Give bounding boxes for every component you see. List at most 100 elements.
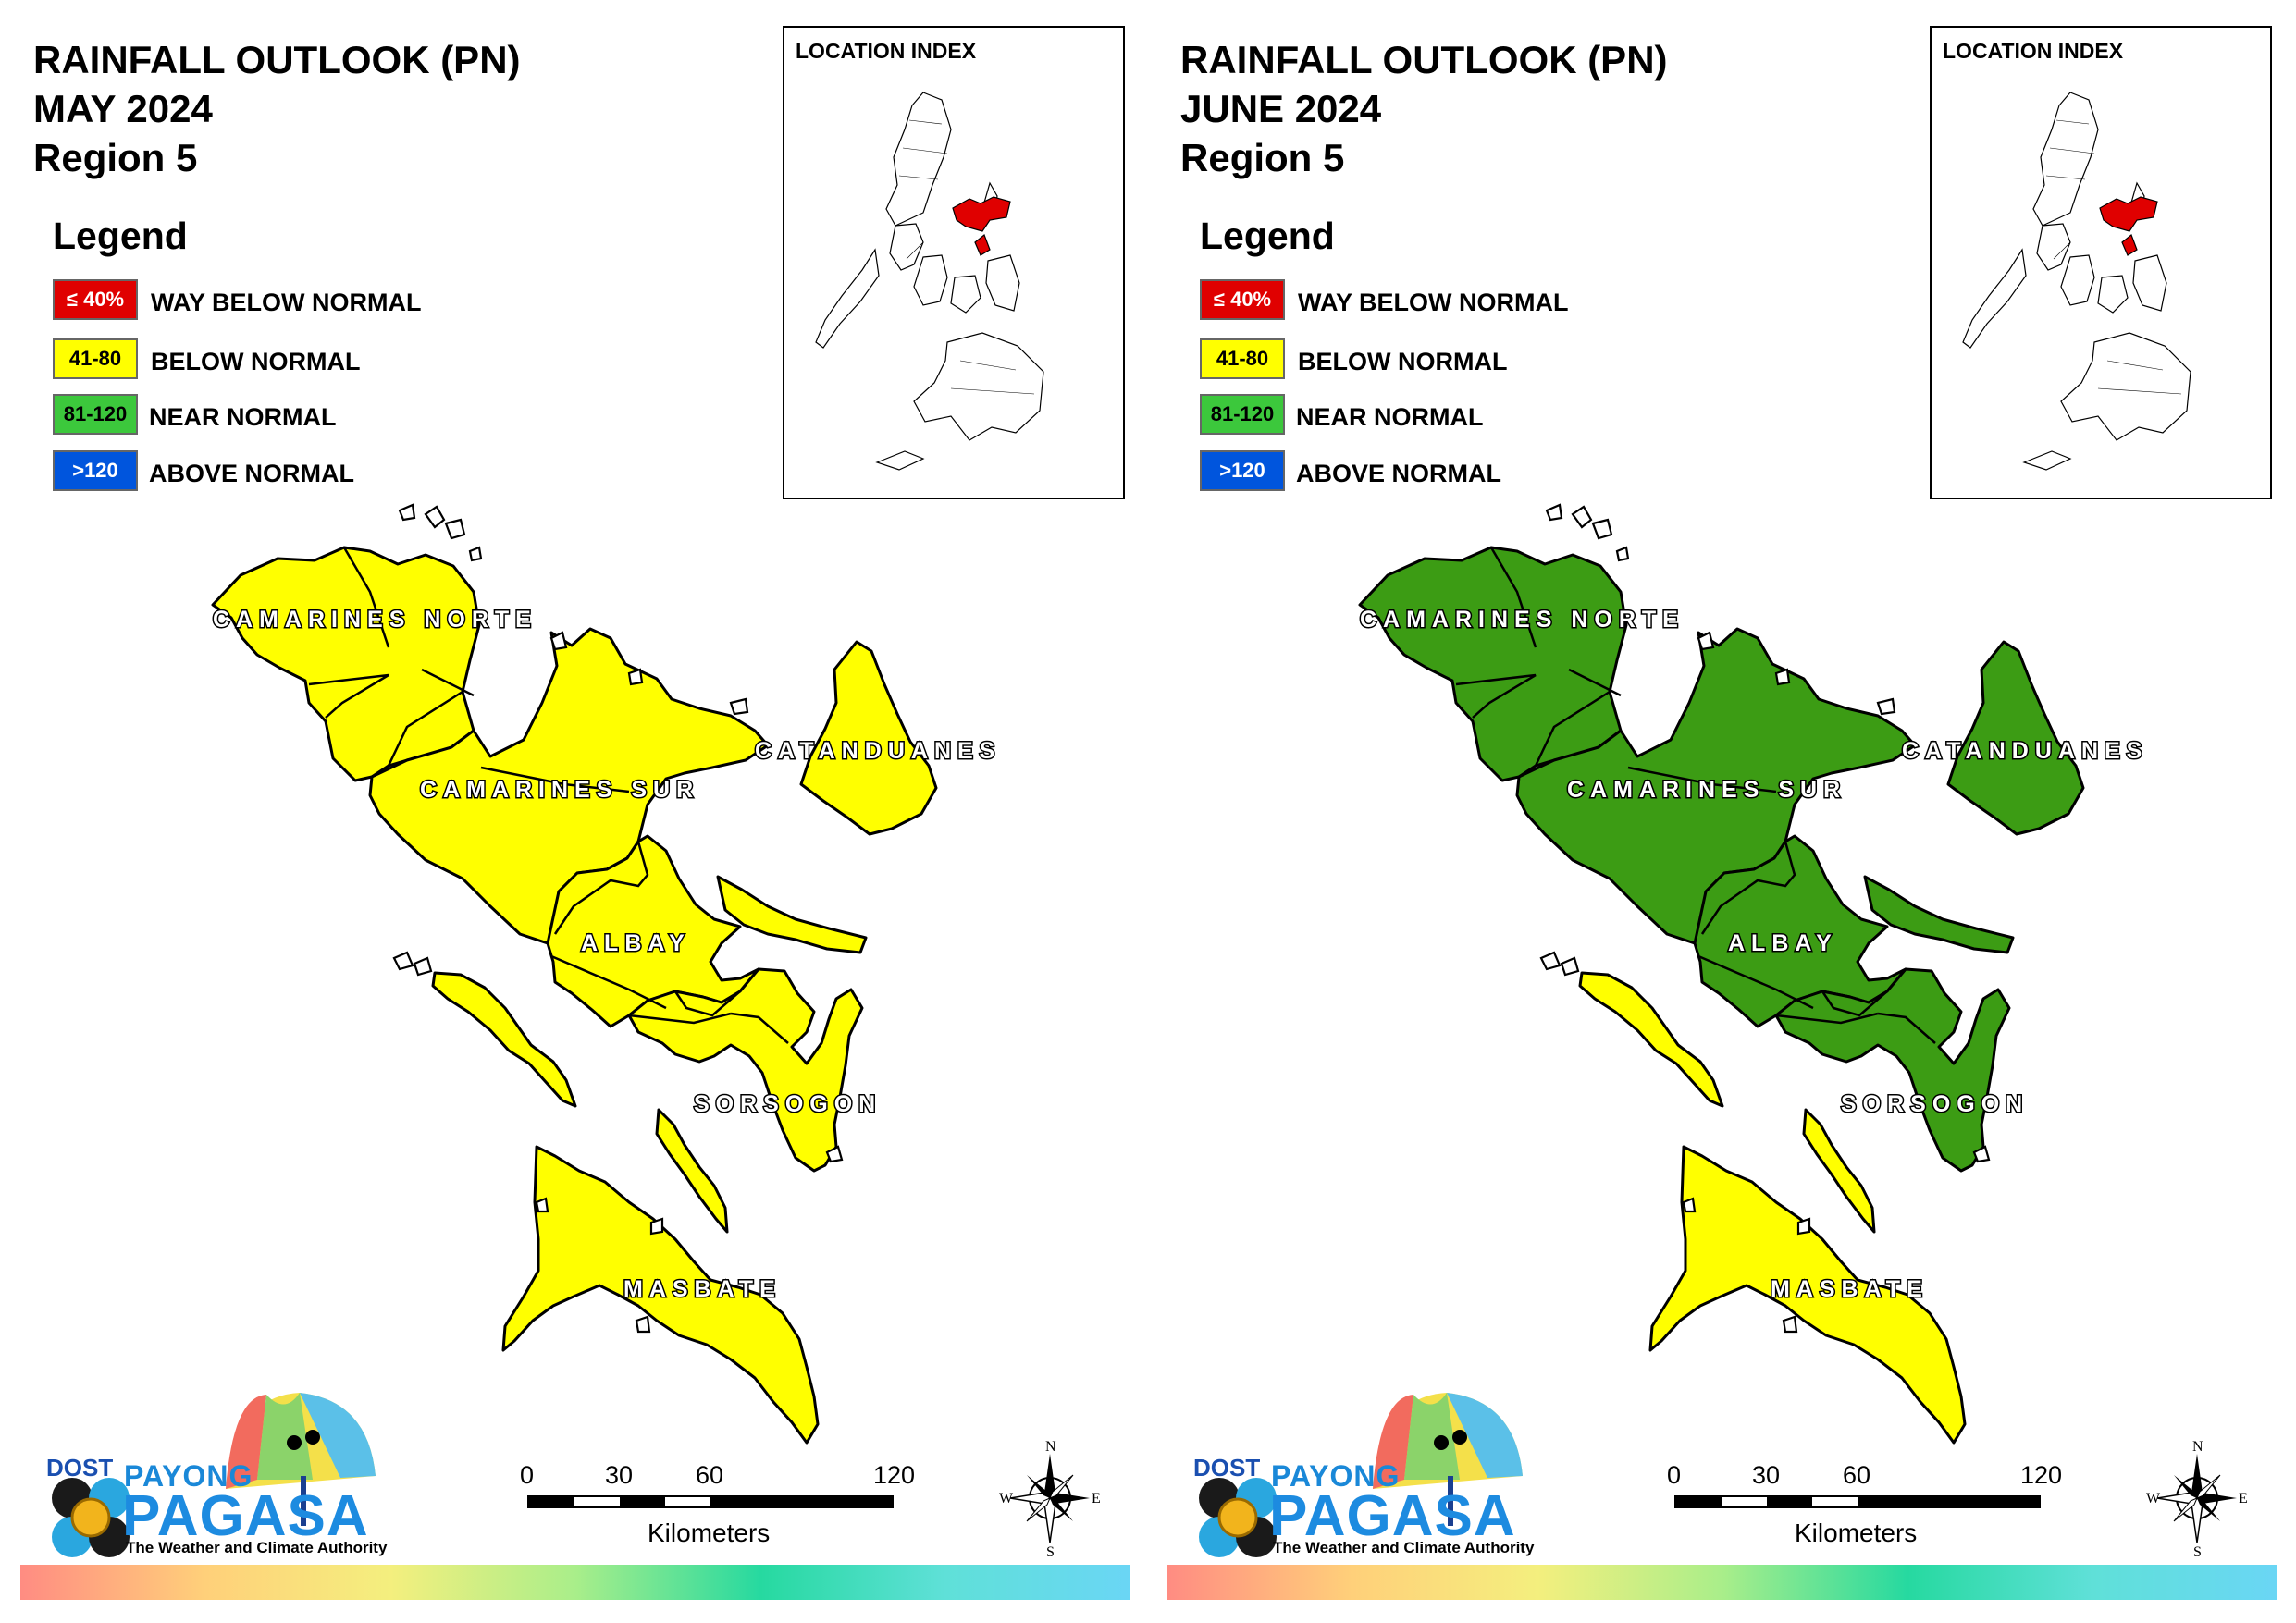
label-masbate: MASBATE (623, 1276, 782, 1302)
logo-tagline: The Weather and Climate Authority (1273, 1539, 1535, 1556)
label-sorsogon: SORSOGON (1841, 1091, 2029, 1117)
region-5-highlight (2099, 196, 2158, 256)
title-line-2: JUNE 2024 (1180, 87, 1382, 130)
outlook-panel-2: RAINFALL OUTLOOK (PN) JUNE 2024 Region 5… (1147, 0, 2294, 1623)
title-line-3: Region 5 (33, 136, 198, 179)
province-masbate-burias (1578, 971, 1724, 1108)
label-camarines-norte: CAMARINES NORTE (213, 607, 537, 633)
legend-swatch: 41-80 (1200, 338, 1285, 379)
scale-unit-label: Kilometers (1795, 1518, 1918, 1547)
compass-e: E (2239, 1491, 2248, 1506)
scale-bar: 0 30 60 120 Kilometers (1665, 1461, 2091, 1563)
legend-label: ABOVE NORMAL (1296, 460, 1501, 487)
title-line-3: Region 5 (1180, 136, 1345, 179)
legend-label: BELOW NORMAL (151, 348, 361, 375)
compass-w: W (999, 1491, 1014, 1506)
location-index-inset: LOCATION INDEX (1930, 26, 2272, 499)
north-arrow-compass-icon: N E S W (2146, 1438, 2248, 1560)
scale-tick: 120 (2020, 1461, 2063, 1489)
region-5-province-map: CAMARINES NORTE CAMARINES SUR CATANDUANE… (211, 503, 1001, 1445)
scale-tick: 30 (605, 1461, 634, 1489)
title-line-1: RAINFALL OUTLOOK (PN) (1180, 38, 1668, 81)
legend-label: NEAR NORMAL (1296, 403, 1484, 431)
label-camarines-norte: CAMARINES NORTE (1360, 607, 1685, 633)
scale-bar: 0 30 60 120 Kilometers (518, 1461, 944, 1563)
legend-label: WAY BELOW NORMAL (1298, 289, 1569, 316)
legend-swatch: ≤ 40% (1200, 279, 1285, 320)
payong-pagasa-logo: DOST PAYONG PAGASA The Weather and Clima… (1182, 1387, 1552, 1563)
province-albay-islands (1863, 875, 2015, 954)
scale-unit-label: Kilometers (648, 1518, 771, 1547)
province-catanduanes (1946, 640, 2085, 836)
legend-label: BELOW NORMAL (1298, 348, 1508, 375)
logo-pagasa: PAGASA (1269, 1484, 1516, 1548)
logo-tagline: The Weather and Climate Authority (126, 1539, 388, 1556)
compass-n: N (2192, 1439, 2203, 1455)
map-title: RAINFALL OUTLOOK (PN) MAY 2024 Region 5 (33, 35, 521, 182)
logo-dost: DOST (46, 1454, 114, 1482)
legend-swatch: >120 (1200, 450, 1285, 491)
scale-tick: 60 (1843, 1461, 1871, 1489)
scale-tick: 0 (520, 1461, 535, 1489)
label-catanduanes: CATANDUANES (1902, 738, 2148, 764)
map-title: RAINFALL OUTLOOK (PN) JUNE 2024 Region 5 (1180, 35, 1668, 182)
province-masbate-burias (431, 971, 577, 1108)
province-albay (546, 834, 760, 1028)
province-masbate-ticao (655, 1108, 729, 1234)
label-albay: ALBAY (1728, 930, 1838, 956)
province-masbate (501, 1145, 820, 1445)
compass-s: S (2193, 1544, 2202, 1558)
province-camarines-norte (211, 546, 481, 782)
title-line-2: MAY 2024 (33, 87, 213, 130)
legend-swatch: ≤ 40% (53, 279, 138, 320)
legend-label: NEAR NORMAL (149, 403, 337, 431)
province-masbate (1648, 1145, 1967, 1445)
legend-title: Legend (1200, 215, 1335, 257)
legend-swatch: 41-80 (53, 338, 138, 379)
scale-tick: 60 (696, 1461, 724, 1489)
outlook-panel-1: RAINFALL OUTLOOK (PN) MAY 2024 Region 5 … (0, 0, 1147, 1623)
scale-tick: 0 (1667, 1461, 1682, 1489)
region-5-highlight (952, 196, 1011, 256)
north-arrow-compass-icon: N E S W (999, 1438, 1101, 1560)
title-line-1: RAINFALL OUTLOOK (PN) (33, 38, 521, 81)
province-camarines-sur (368, 627, 770, 945)
province-sorsogon (1774, 967, 2011, 1173)
inset-title: LOCATION INDEX (1943, 39, 2124, 63)
legend-label: WAY BELOW NORMAL (151, 289, 422, 316)
province-sorsogon (627, 967, 864, 1173)
label-sorsogon: SORSOGON (694, 1091, 882, 1117)
scale-tick: 30 (1752, 1461, 1781, 1489)
philippines-outline-map (1962, 92, 2191, 471)
label-camarines-sur: CAMARINES SUR (420, 777, 699, 803)
label-albay: ALBAY (581, 930, 691, 956)
legend-swatch: >120 (53, 450, 138, 491)
compass-s: S (1046, 1544, 1055, 1558)
compass-e: E (1092, 1491, 1101, 1506)
legend-swatch: 81-120 (1200, 394, 1285, 435)
label-masbate: MASBATE (1771, 1276, 1929, 1302)
region-5-province-map: CAMARINES NORTE CAMARINES SUR CATANDUANE… (1358, 503, 2148, 1445)
logo-pagasa: PAGASA (122, 1484, 369, 1548)
province-albay (1693, 834, 1907, 1028)
inset-title: LOCATION INDEX (796, 39, 977, 63)
province-camarines-sur (1515, 627, 1917, 945)
province-masbate-ticao (1802, 1108, 1876, 1234)
logo-dost: DOST (1193, 1454, 1261, 1482)
label-camarines-sur: CAMARINES SUR (1567, 777, 1846, 803)
compass-w: W (2146, 1491, 2161, 1506)
scale-segments (1674, 1495, 2041, 1508)
footer-gradient-bar (20, 1565, 1130, 1600)
scale-tick: 120 (873, 1461, 916, 1489)
legend-swatch: 81-120 (53, 394, 138, 435)
label-catanduanes: CATANDUANES (755, 738, 1001, 764)
scale-segments (527, 1495, 894, 1508)
location-index-inset: LOCATION INDEX (783, 26, 1125, 499)
province-albay-islands (716, 875, 868, 954)
province-camarines-norte (1358, 546, 1628, 782)
logo-payong: PAYONG (124, 1459, 253, 1493)
philippines-outline-map (815, 92, 1044, 471)
payong-pagasa-logo: DOST PAYONG PAGASA The Weather and Clima… (35, 1387, 405, 1563)
compass-n: N (1045, 1439, 1056, 1455)
legend-title: Legend (53, 215, 188, 257)
